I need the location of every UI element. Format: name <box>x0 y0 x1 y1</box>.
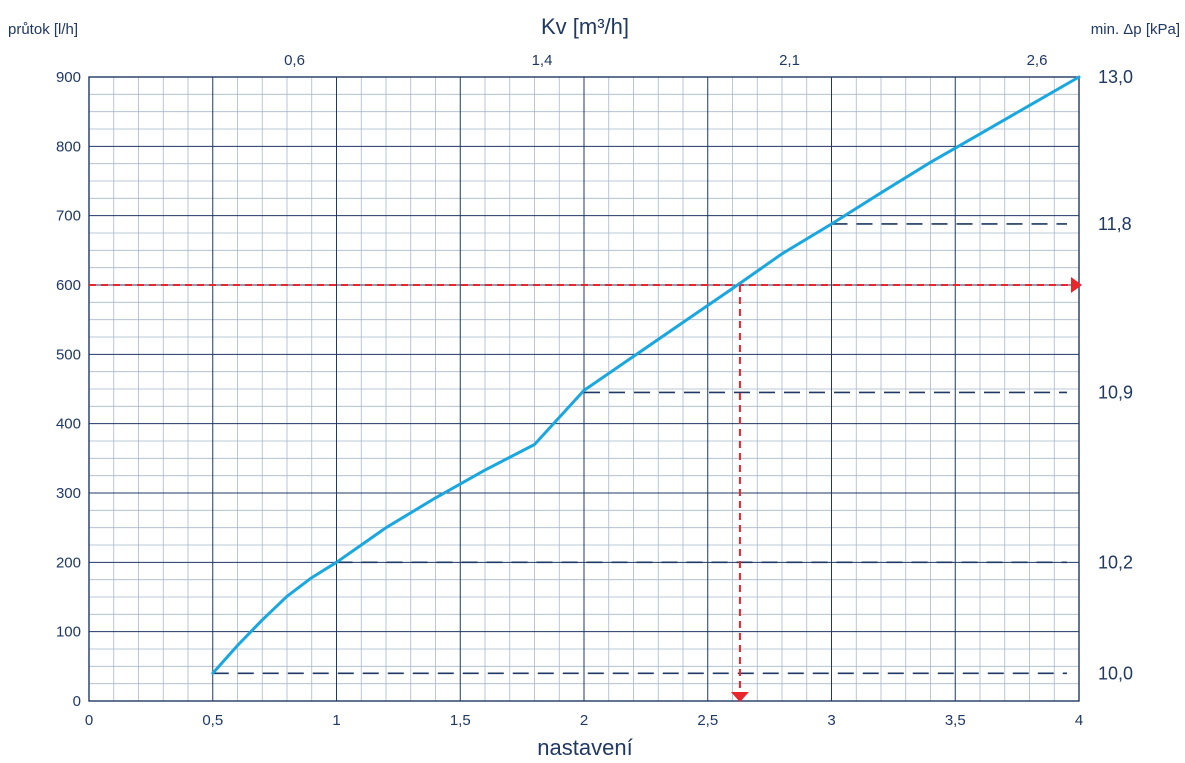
y-tick-label: 500 <box>56 346 81 363</box>
y-tick-label: 700 <box>56 208 81 225</box>
grid-major <box>88 76 1080 702</box>
arrow-right-icon <box>1071 277 1082 293</box>
right-tick-label: 13,0 <box>1098 67 1133 87</box>
right-tick-label: 10,0 <box>1098 663 1133 683</box>
x-tick-label: 1,5 <box>450 712 471 729</box>
top-tick-label: 1,4 <box>532 52 553 69</box>
x-tick-label: 4 <box>1075 712 1083 729</box>
example-reading <box>89 277 1082 702</box>
x-tick-label: 3 <box>827 712 835 729</box>
series-line <box>211 75 1081 675</box>
right-axis-title: min. Δp [kPa] <box>1091 21 1180 38</box>
x-tick-label: 2 <box>580 712 588 729</box>
x-tick-label: 1 <box>332 712 340 729</box>
right-tick-label: 11,8 <box>1098 214 1132 234</box>
arrow-down-icon <box>730 692 749 702</box>
plot-frame <box>88 76 1080 702</box>
y-tick-label: 100 <box>56 624 81 641</box>
y-tick-label: 300 <box>56 485 81 502</box>
top-tick-label: 2,6 <box>1027 52 1048 69</box>
x-axis-title: nastavení <box>537 735 632 760</box>
y-tick-label: 600 <box>56 277 81 294</box>
y-tick-label: 800 <box>56 138 81 155</box>
top-tick-label: 2,1 <box>779 52 800 69</box>
tick-labels: 0 0,5 1 1,5 2 2,5 3 3,5 4 0 100 200 300 400 500 600 700 8… <box>56 52 1133 729</box>
y-tick-label: 400 <box>56 416 81 433</box>
x-tick-label: 3,5 <box>945 712 966 729</box>
y-axis-title: průtok [l/h] <box>8 21 78 38</box>
y-tick-label: 900 <box>56 69 81 86</box>
top-tick-label: 0,6 <box>284 52 305 69</box>
reference-lines <box>212 223 1067 675</box>
y-tick-label: 0 <box>73 693 81 710</box>
x-tick-label: 0,5 <box>202 712 223 729</box>
series-layer <box>211 75 1081 675</box>
top-axis-title: Kv [m³/h] <box>541 14 629 39</box>
right-tick-label: 10,2 <box>1098 552 1133 572</box>
right-tick-label: 10,9 <box>1098 382 1133 402</box>
x-tick-label: 2,5 <box>697 712 718 729</box>
x-tick-label: 0 <box>85 712 93 729</box>
y-tick-label: 200 <box>56 554 81 571</box>
